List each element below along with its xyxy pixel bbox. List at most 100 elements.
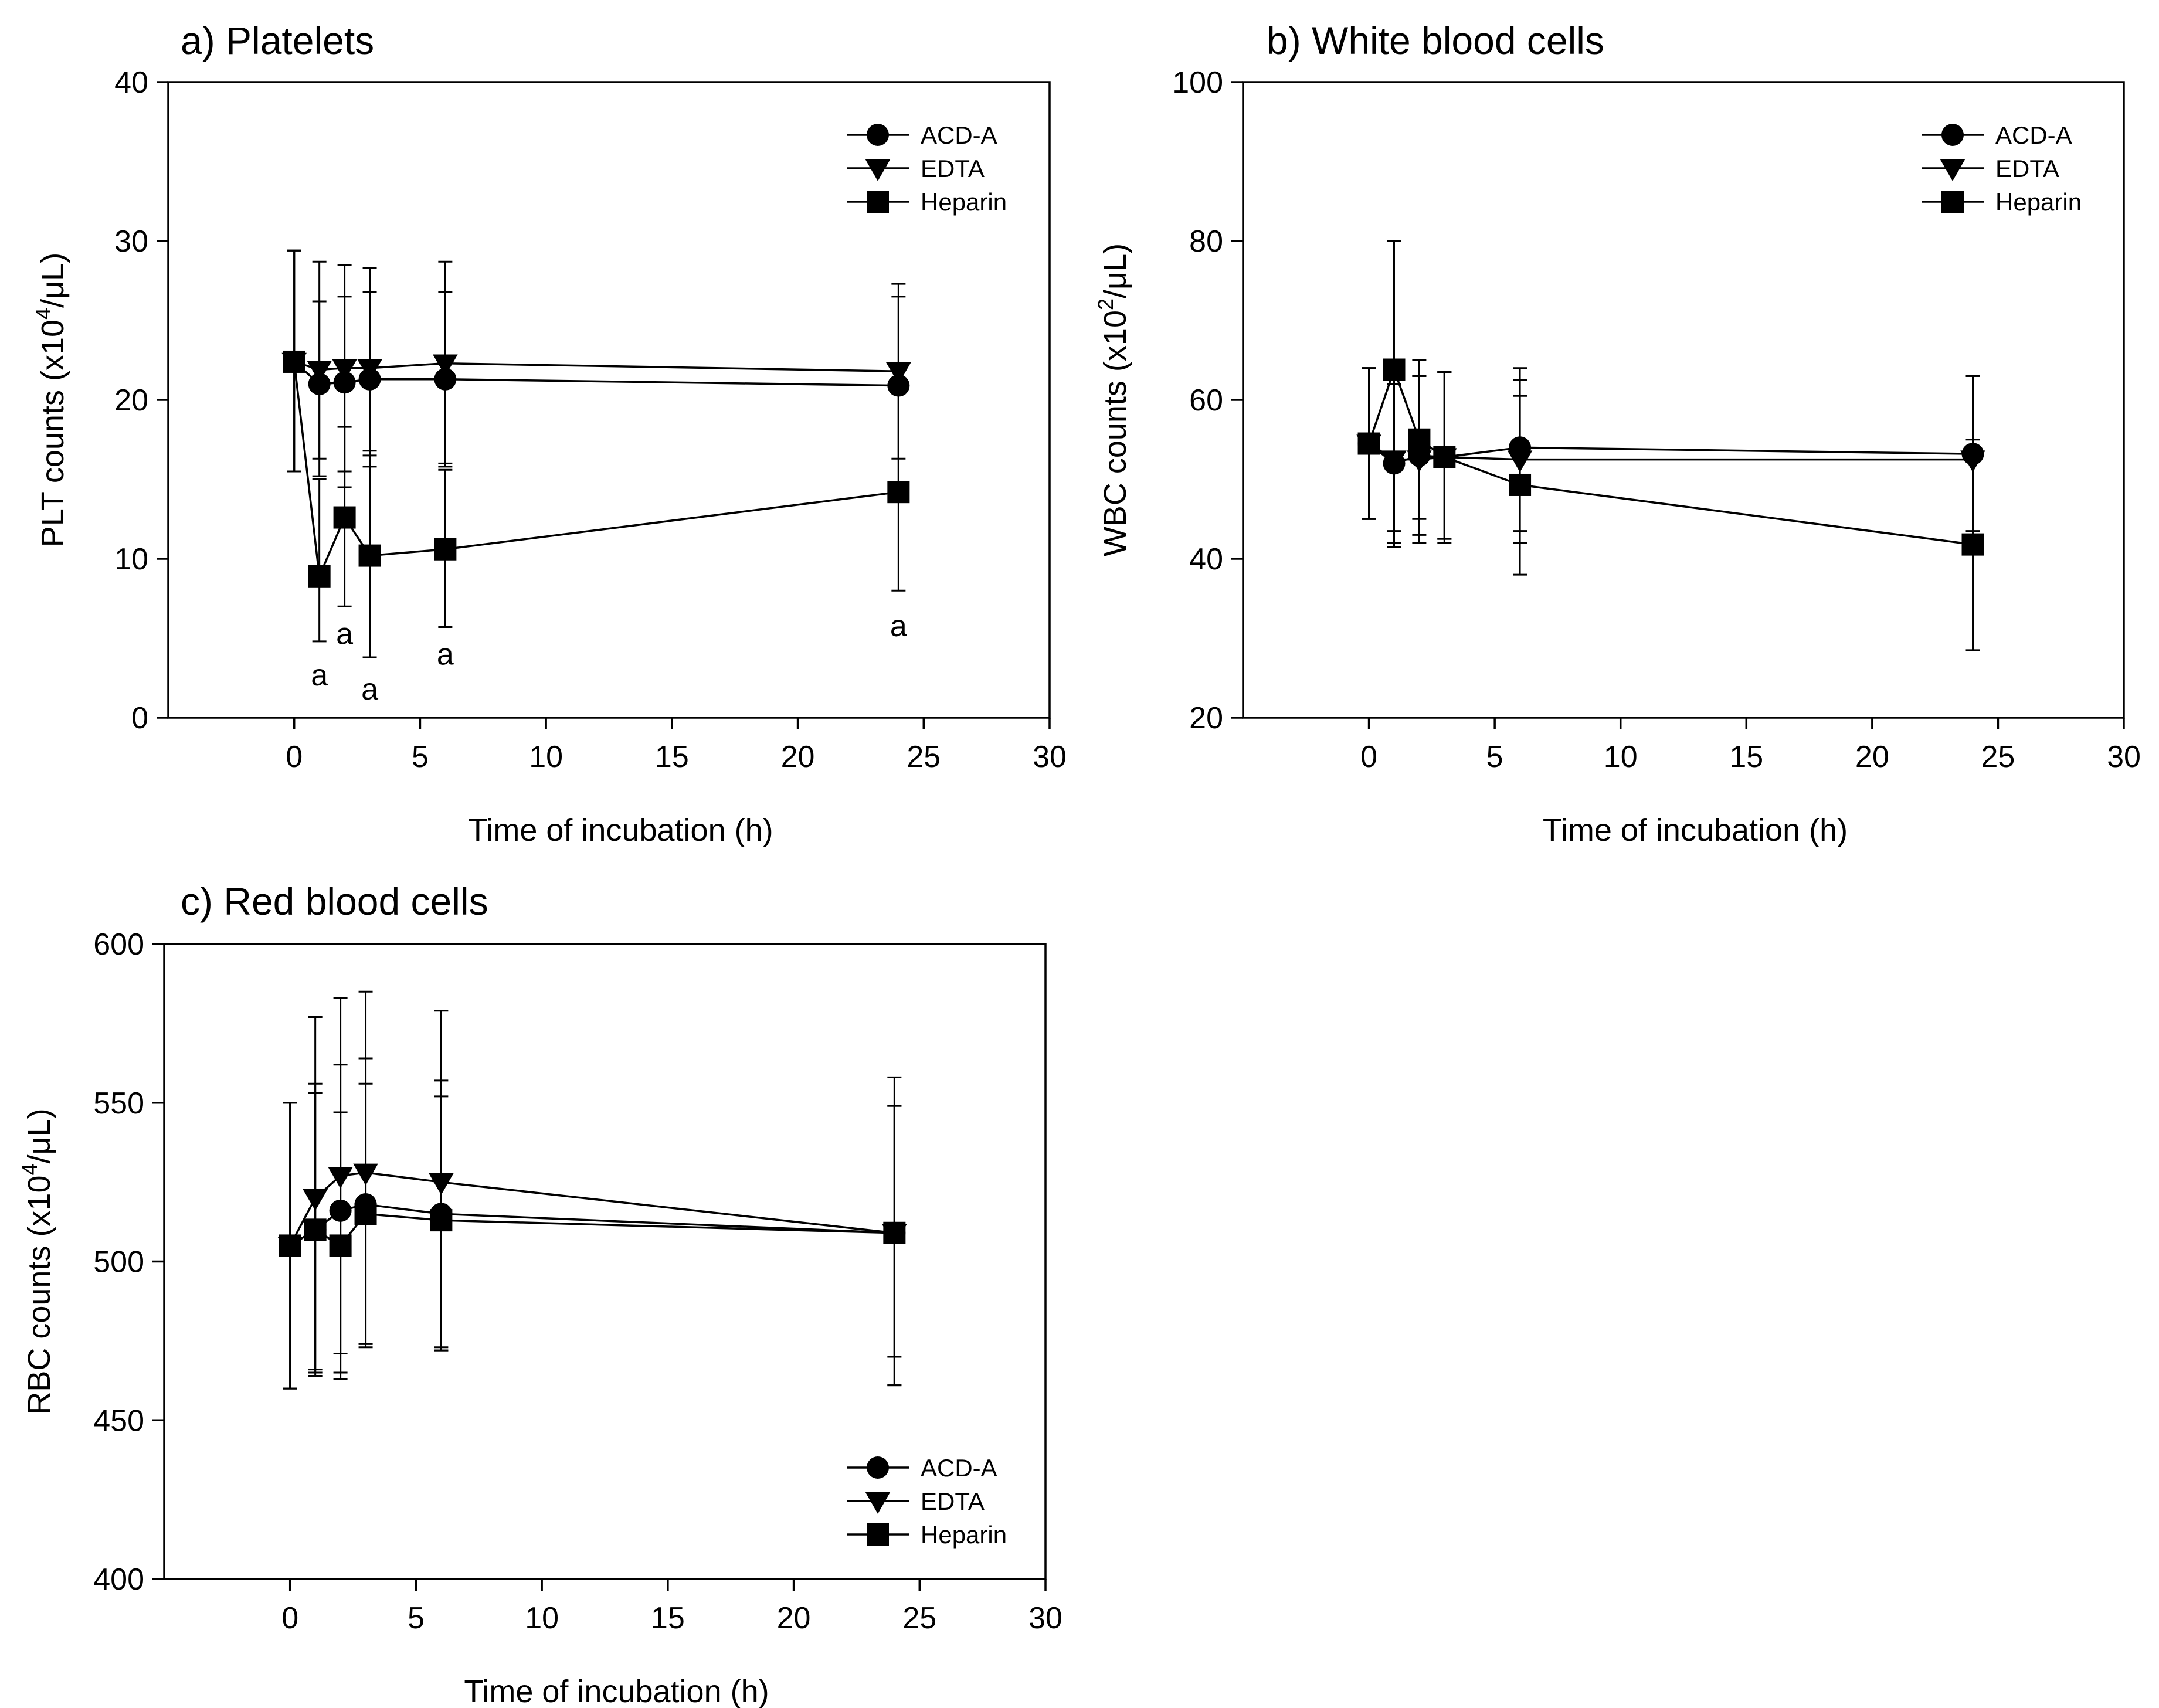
- data-point-heparin: [358, 544, 381, 567]
- y-axis-label-sup: 2: [1094, 298, 1118, 310]
- x-tick-label: 10: [1604, 740, 1638, 774]
- y-axis-label: PLT counts (x104/μL): [31, 253, 70, 547]
- chart-panel-1: a) Platelets 0 5 10 15 20 25 30 0 10 20 30 40 Time of…: [31, 19, 1067, 848]
- data-point-edta: [332, 359, 357, 381]
- data-point-acd-a: [329, 1199, 352, 1222]
- y-axis-label-sup: 4: [31, 308, 55, 320]
- legend-label: ACD-A: [921, 121, 997, 149]
- data-point-heparin: [329, 1234, 352, 1257]
- legend-label: Heparin: [1995, 188, 2082, 216]
- x-tick-label: 10: [525, 1601, 559, 1635]
- legend-marker: [865, 159, 891, 181]
- legend-item-acd-a: ACD-A: [847, 121, 997, 149]
- y-axis-label-unit: /μL): [1098, 243, 1133, 298]
- legend-label: Heparin: [921, 1521, 1007, 1549]
- data-point-edta: [277, 1237, 303, 1259]
- data-point-edta: [1960, 450, 1985, 473]
- data-point-edta: [1356, 434, 1381, 457]
- data-point-edta: [303, 1189, 328, 1211]
- legend-item-acd-a: ACD-A: [1922, 121, 2072, 149]
- legend: ACD-A EDTA Heparin: [1922, 121, 2082, 216]
- data-point-edta: [433, 354, 458, 376]
- series-lines: [289, 1172, 895, 1247]
- y-axis-label-unit: /μL): [35, 253, 70, 308]
- error-bars: [1362, 240, 1980, 651]
- series-line-edta: [294, 361, 899, 372]
- x-tick-label: 15: [655, 740, 689, 774]
- legend-item-edta: EDTA: [847, 155, 985, 182]
- legend-label: EDTA: [1995, 155, 2059, 182]
- legend-item-edta: EDTA: [1922, 155, 2059, 182]
- y-tick-label: 20: [1189, 701, 1223, 735]
- series-lines: [1367, 366, 1973, 546]
- y-tick-label: 80: [1189, 225, 1223, 259]
- significance-label: a: [311, 658, 328, 692]
- legend-marker: [1941, 124, 1964, 146]
- x-tick-label: 25: [907, 740, 941, 774]
- data-point-heparin: [887, 481, 910, 504]
- legend: ACD-A EDTA Heparin: [847, 121, 1007, 216]
- y-tick-label: 40: [114, 66, 148, 100]
- legend-marker: [867, 124, 889, 146]
- data-point-acd-a: [308, 372, 331, 395]
- data-point-heparin: [1961, 533, 1984, 556]
- x-tick-label: 5: [408, 1601, 425, 1635]
- legend-item-edta: EDTA: [847, 1488, 985, 1515]
- x-tick-label: 15: [1729, 740, 1763, 774]
- legend-item-heparin: Heparin: [1922, 188, 2082, 216]
- x-tick-label: 25: [902, 1601, 936, 1635]
- plot-frame: [163, 943, 1047, 1580]
- series-markers: [277, 1163, 907, 1259]
- plot-frame: [167, 81, 1051, 719]
- significance-label: a: [437, 638, 454, 672]
- series-markers: [1356, 358, 1985, 556]
- series-line-heparin: [1367, 366, 1973, 546]
- x-tick-label: 0: [281, 1601, 298, 1635]
- data-point-edta: [281, 352, 307, 375]
- x-axis-label: Time of incubation (h): [468, 813, 773, 848]
- plot-frame: [1242, 81, 2125, 719]
- data-point-acd-a: [333, 371, 356, 394]
- data-point-edta: [886, 362, 911, 385]
- legend: ACD-A EDTA Heparin: [847, 1454, 1007, 1549]
- x-tick-label: 20: [777, 1601, 811, 1635]
- x-axis-label: Time of incubation (h): [464, 1674, 769, 1708]
- significance-label: a: [336, 617, 353, 651]
- series-line-edta: [289, 1172, 895, 1247]
- y-tick-label: 10: [114, 542, 148, 576]
- series-line-heparin: [293, 361, 899, 580]
- y-tick-label: 550: [93, 1086, 144, 1120]
- chart-panel-3: c) Red blood cells 0 5 10 15 20 25 30 400 450 500 5…: [18, 880, 1062, 1708]
- data-point-edta: [357, 359, 382, 381]
- data-point-edta: [1432, 448, 1457, 470]
- chart-title: b) White blood cells: [1267, 19, 1604, 62]
- x-tick-label: 30: [1028, 1601, 1062, 1635]
- data-point-edta: [307, 361, 332, 383]
- x-tick-label: 0: [286, 740, 303, 774]
- series-line-edta: [1368, 443, 1973, 461]
- x-tick-label: 15: [651, 1601, 685, 1635]
- significance-label: a: [361, 673, 378, 707]
- y-axis-label: WBC counts (x102/μL): [1094, 243, 1133, 556]
- y-tick-label: 0: [131, 701, 148, 735]
- data-point-edta: [1407, 450, 1432, 473]
- x-tick-label: 0: [1360, 740, 1377, 774]
- legend-label: Heparin: [921, 188, 1007, 216]
- legend-item-heparin: Heparin: [847, 1521, 1007, 1549]
- y-axis-label-main: PLT counts (x10: [35, 320, 70, 547]
- series-markers: [281, 350, 911, 588]
- legend-marker: [1941, 191, 1964, 213]
- y-tick-label: 20: [114, 383, 148, 417]
- legend-marker: [867, 1523, 889, 1546]
- legend-item-acd-a: ACD-A: [847, 1454, 997, 1482]
- error-bars: [287, 249, 906, 658]
- x-tick-label: 10: [529, 740, 563, 774]
- y-tick-label: 40: [1189, 542, 1223, 576]
- legend-label: EDTA: [921, 155, 985, 182]
- legend-marker: [1940, 159, 1965, 181]
- series-lines: [293, 361, 899, 580]
- y-tick-label: 450: [93, 1404, 144, 1438]
- data-point-acd-a: [887, 374, 910, 397]
- data-point-edta: [353, 1163, 378, 1186]
